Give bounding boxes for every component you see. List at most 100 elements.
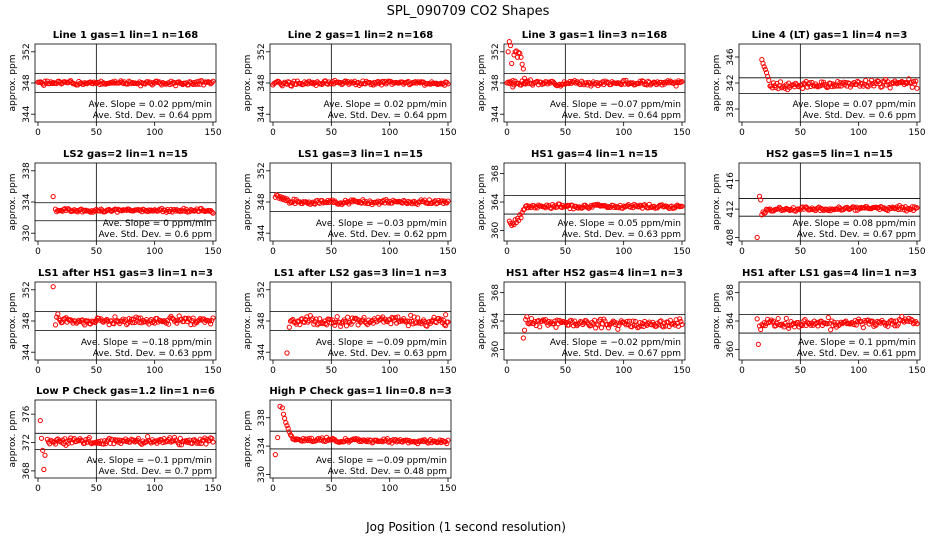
data-point xyxy=(769,319,775,325)
data-point xyxy=(618,81,624,88)
data-point xyxy=(210,210,216,216)
data-point xyxy=(282,415,288,422)
data-point xyxy=(912,320,918,326)
x-tick-label: 150 xyxy=(908,366,925,376)
y-axis-label: approx. ppm xyxy=(8,55,18,112)
slope-annotation: Ave. Slope = 0.1 ppm/min xyxy=(798,338,916,348)
data-point xyxy=(173,83,179,89)
x-tick-label: 100 xyxy=(850,247,867,257)
data-point xyxy=(84,439,90,445)
slope-annotation: Ave. Slope = −0.07 ppm/min xyxy=(550,100,681,110)
data-point xyxy=(392,314,399,321)
data-point xyxy=(355,322,361,328)
panel-3: Line 3 gas=1 lin=3 n=168 0 50 100 150 344 348 3… xyxy=(477,30,691,138)
data-point xyxy=(831,319,837,325)
data-point xyxy=(279,405,285,411)
y-tick-label: 334 xyxy=(257,437,267,454)
data-point xyxy=(518,215,524,221)
data-point xyxy=(76,317,82,323)
data-point xyxy=(44,436,50,442)
data-point xyxy=(333,319,339,325)
data-point xyxy=(755,341,761,347)
data-point xyxy=(283,420,289,426)
data-point xyxy=(415,315,421,321)
data-point xyxy=(775,316,781,322)
data-point xyxy=(354,316,360,322)
y-tick-label: 348 xyxy=(491,74,501,91)
y-tick-label: 338 xyxy=(22,162,32,179)
y-tick-label: 348 xyxy=(257,74,267,91)
data-point xyxy=(79,317,85,323)
data-point xyxy=(206,318,213,324)
x-tick-label: 0 xyxy=(35,247,41,257)
data-point xyxy=(784,322,791,328)
data-point xyxy=(854,319,861,325)
y-tick-label: 408 xyxy=(726,229,736,246)
panel-title: HS2 gas=5 lin=1 n=15 xyxy=(766,149,893,160)
panel-title: Line 3 gas=1 lin=3 n=168 xyxy=(522,30,668,41)
y-tick-label: 344 xyxy=(257,343,267,360)
y-tick-label: 342 xyxy=(726,74,736,91)
data-point xyxy=(758,197,764,203)
y-tick-label: 360 xyxy=(726,341,736,358)
x-tick-label: 0 xyxy=(504,128,510,138)
data-point xyxy=(909,84,915,90)
data-point xyxy=(914,205,920,211)
x-tick-label: 50 xyxy=(326,366,338,376)
x-tick-label: 150 xyxy=(439,247,456,257)
panel-title: Line 2 gas=1 lin=2 n=168 xyxy=(288,30,434,41)
data-point xyxy=(908,316,914,322)
panel-13: Low P Check gas=1.2 lin=1 n=6 0 50 100 150 36… xyxy=(8,386,222,494)
data-point xyxy=(313,316,319,322)
data-point xyxy=(40,447,46,453)
x-tick-label: 50 xyxy=(795,366,807,376)
x-tick-label: 50 xyxy=(91,128,103,138)
data-point xyxy=(317,316,323,322)
y-tick-label: 360 xyxy=(491,222,501,239)
data-point xyxy=(849,205,855,211)
data-point xyxy=(758,326,764,333)
x-tick-label: 150 xyxy=(673,366,690,376)
x-tick-label: 150 xyxy=(908,128,925,138)
data-point xyxy=(913,78,919,84)
data-point xyxy=(347,80,353,86)
data-point xyxy=(886,204,892,211)
slope-annotation: Ave. Slope = 0 ppm/min xyxy=(103,219,212,229)
data-point xyxy=(99,81,105,87)
data-point xyxy=(445,198,451,204)
data-point xyxy=(840,79,847,85)
y-tick-label: 330 xyxy=(257,466,267,483)
data-point xyxy=(878,320,884,326)
y-tick-label: 412 xyxy=(726,200,736,217)
data-point xyxy=(70,208,76,214)
data-point xyxy=(804,84,810,90)
std-dev-annotation: Ave. Std. Dev. = 0.63 ppm xyxy=(562,230,681,240)
data-point xyxy=(100,441,106,447)
data-point xyxy=(86,434,92,441)
data-point xyxy=(380,78,386,85)
y-axis-label: approx. ppm xyxy=(477,174,487,231)
y-tick-label: 360 xyxy=(491,341,501,358)
std-dev-annotation: Ave. Std. Dev. = 0.64 ppm xyxy=(328,111,447,121)
data-point xyxy=(113,206,119,212)
y-tick-label: 364 xyxy=(491,312,501,329)
y-tick-label: 368 xyxy=(491,165,501,182)
data-point xyxy=(210,439,216,445)
data-point xyxy=(860,324,866,331)
data-point xyxy=(551,204,557,210)
data-point xyxy=(754,234,760,241)
data-point xyxy=(166,321,172,327)
data-point xyxy=(626,318,633,324)
panel-14: High P Check gas=1 lin=0.8 n=3 0 50 100 150 3… xyxy=(243,386,457,494)
x-tick-label: 100 xyxy=(381,366,398,376)
x-tick-label: 100 xyxy=(615,247,632,257)
panel-title: Line 4 (LT) gas=1 lin=4 n=3 xyxy=(752,30,908,41)
panel-9: LS1 after HS1 gas=3 lin=1 n=3 0 50 100 150 34… xyxy=(8,268,222,376)
slope-annotation: Ave. Slope = −0.09 ppm/min xyxy=(316,456,447,466)
data-point xyxy=(624,80,630,86)
panel-11: HS1 after HS2 gas=4 lin=1 n=3 0 50 100 150 36… xyxy=(477,268,691,376)
data-point xyxy=(537,324,543,330)
y-tick-label: 348 xyxy=(22,312,32,329)
slope-annotation: Ave. Slope = −0.02 ppm/min xyxy=(550,338,681,348)
y-axis-label: approx. ppm xyxy=(712,293,722,350)
